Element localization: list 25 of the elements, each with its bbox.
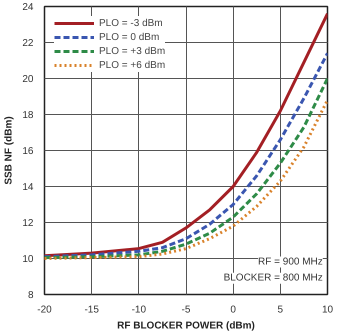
x-tick-label: 5	[278, 304, 284, 316]
y-tick-label: 18	[22, 110, 34, 121]
x-axis-title: RF BLOCKER POWER (dBm)	[117, 320, 255, 332]
line-series	[44, 12, 328, 258]
y-tick-label: 20	[22, 74, 34, 85]
y-tick-label: 22	[22, 38, 34, 49]
legend-label: PLO = 0 dBm	[99, 30, 160, 44]
legend-label: PLO = -3 dBm	[99, 16, 163, 30]
x-tick-label: 0	[230, 304, 236, 316]
annotation: BLOCKER = 800 MHz	[224, 272, 323, 284]
y-axis-title: SSB NF (dBm)	[3, 116, 14, 185]
y-tick-label: 10	[22, 254, 34, 265]
x-tick-label: -20	[37, 304, 52, 316]
y-tick-label: 16	[22, 146, 34, 157]
legend-label: PLO = +6 dBm	[99, 58, 166, 72]
y-tick-label: 24	[22, 2, 34, 13]
x-tick-label: -10	[132, 304, 146, 316]
y-tick-label: 8	[28, 290, 34, 301]
legend-label: PLO = +3 dBm	[99, 44, 166, 58]
x-tick-label: 10	[322, 304, 334, 316]
y-tick-label: 12	[22, 218, 34, 229]
annotation: RF = 900 MHz	[258, 256, 323, 268]
y-tick-label: 14	[22, 182, 34, 193]
x-tick-label: -15	[84, 304, 100, 316]
x-tick-label: -5	[182, 304, 191, 316]
